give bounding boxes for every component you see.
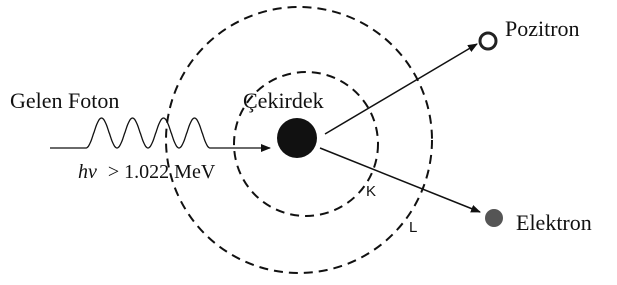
- nucleus: [277, 118, 317, 158]
- positron: [480, 33, 496, 49]
- electron-label: Elektron: [516, 210, 592, 235]
- positron-label: Pozitron: [505, 16, 580, 41]
- energy-symbol: hv: [78, 161, 97, 183]
- positron-path: [325, 44, 477, 134]
- nucleus-label: Çekirdek: [243, 88, 324, 113]
- energy-label: hv > 1.022 MeV: [78, 161, 216, 183]
- electron: [485, 209, 503, 227]
- energy-condition: > 1.022 MeV: [108, 161, 216, 183]
- incoming-label: Gelen Foton: [10, 88, 119, 113]
- diagram: Pozitron Gelen Foton Çekirdek hv > 1.022…: [0, 0, 617, 285]
- shell-l-label: L: [409, 219, 417, 236]
- electron-path: [320, 148, 480, 212]
- shell-k-label: K: [366, 183, 376, 200]
